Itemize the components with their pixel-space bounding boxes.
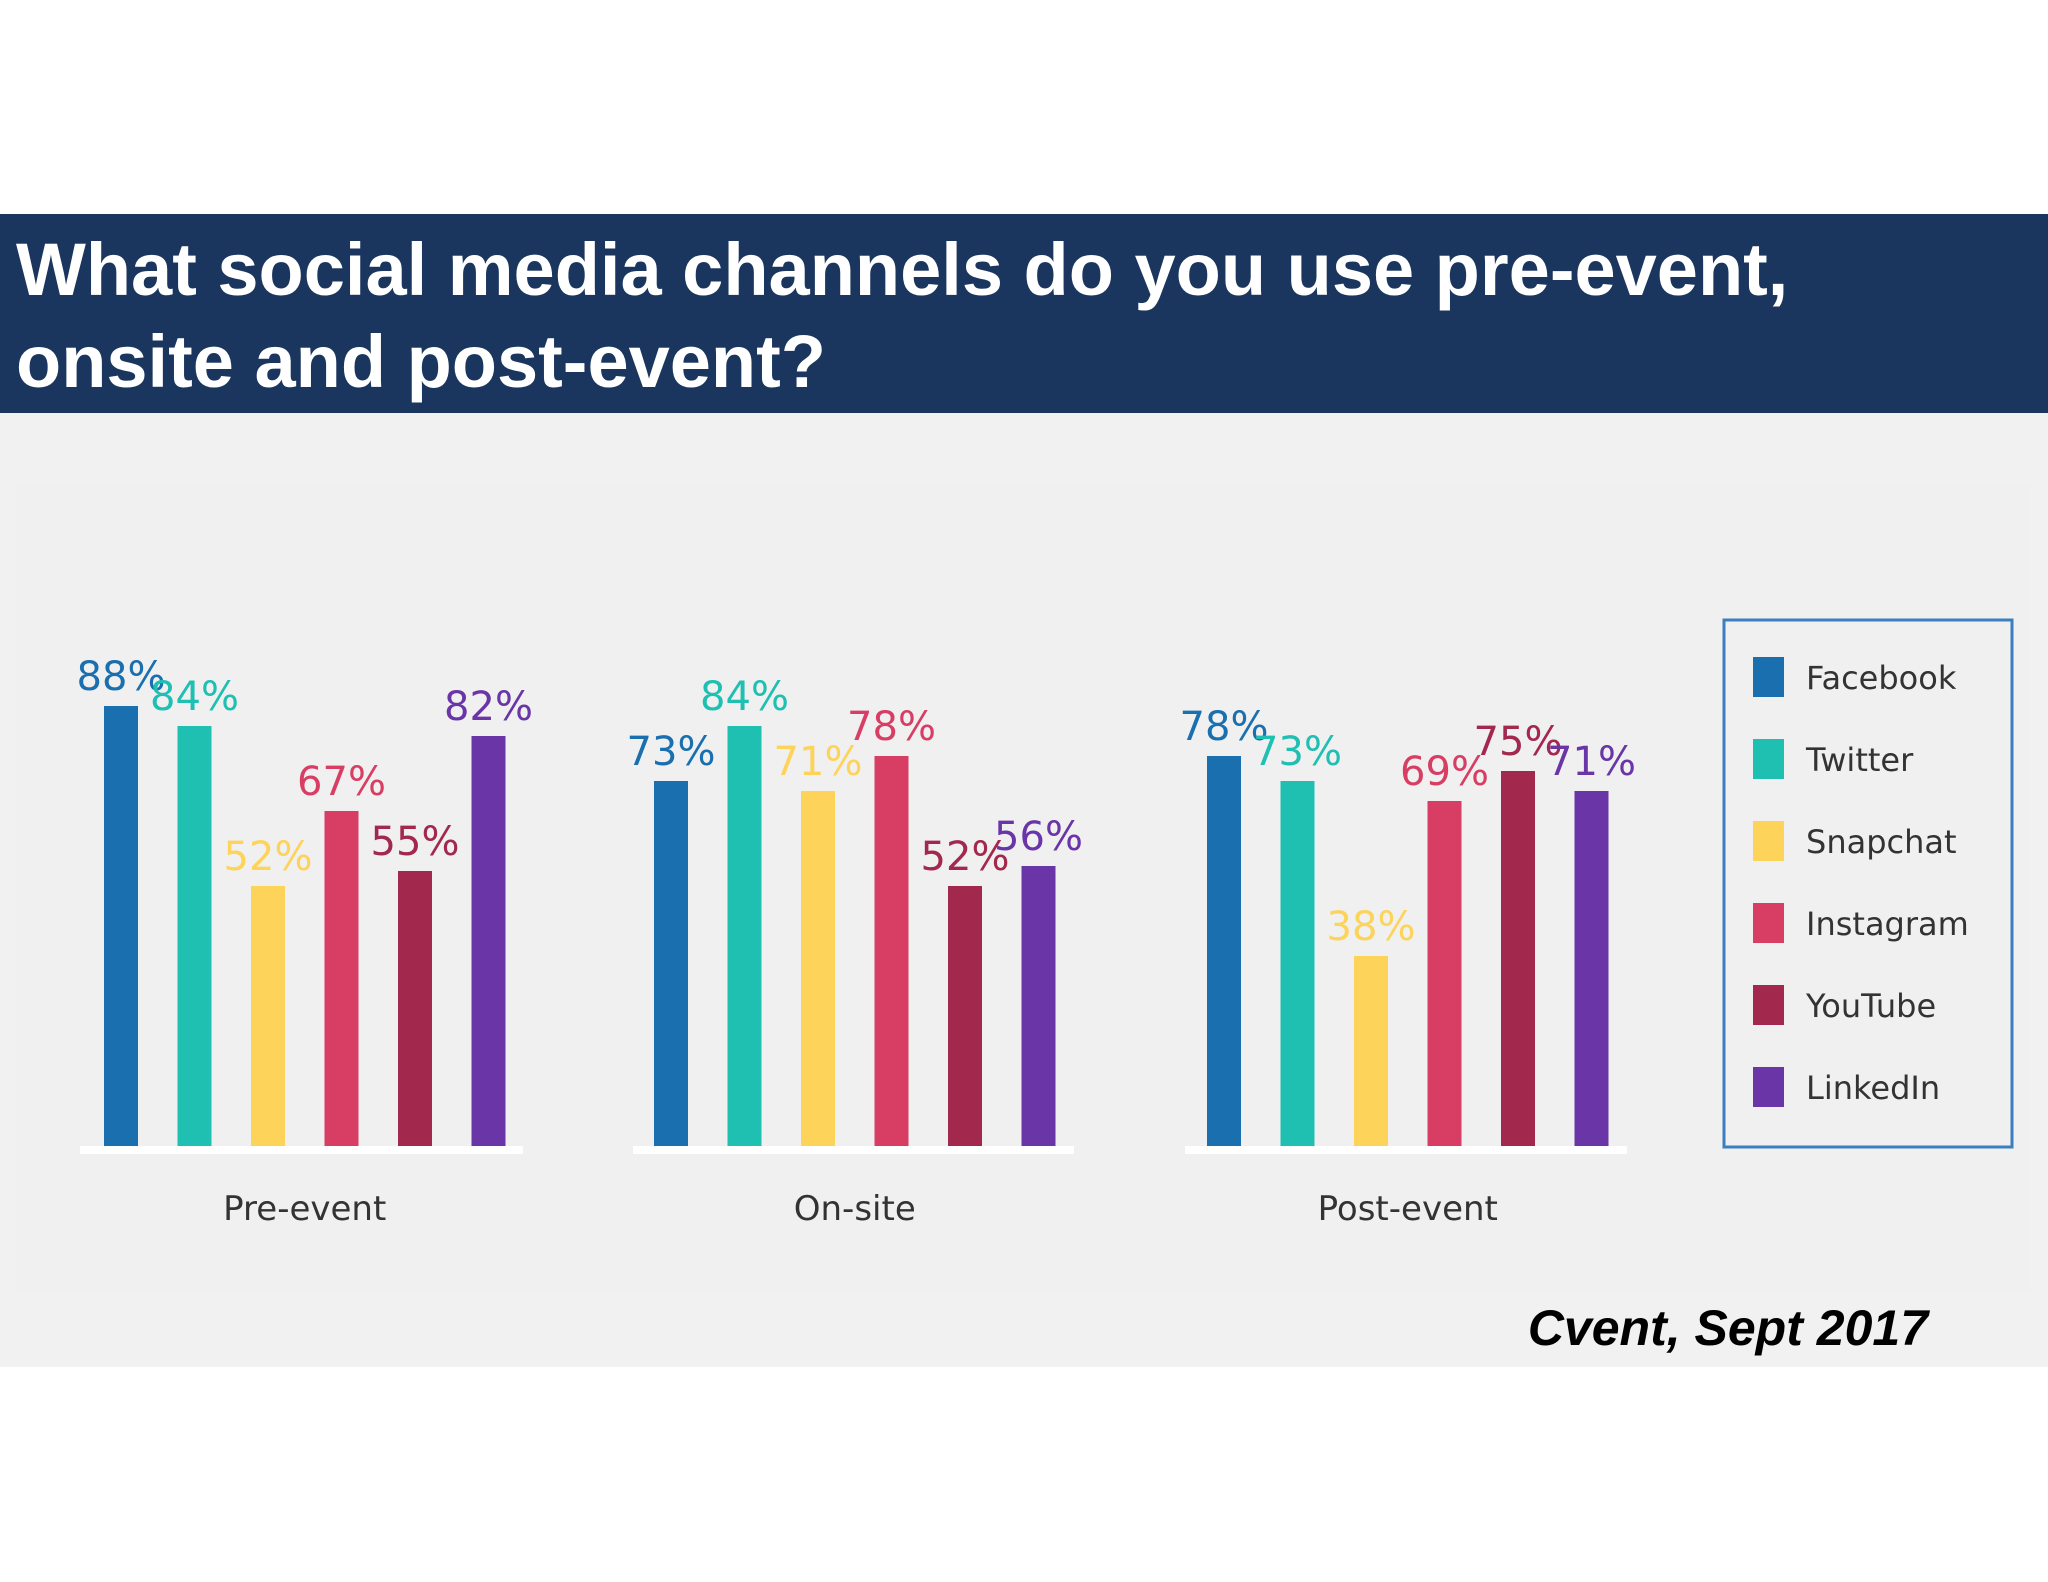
- data-label-on-site-twitter: 84%: [700, 674, 789, 720]
- source-citation: Cvent, Sept 2017: [1527, 1300, 1928, 1356]
- legend-label-facebook: Facebook: [1806, 659, 1957, 697]
- bar-on-site-snapchat: [801, 791, 835, 1146]
- data-label-on-site-linkedin: 56%: [994, 814, 1083, 860]
- data-label-on-site-snapchat: 71%: [774, 739, 863, 785]
- bar-pre-event-facebook: [104, 706, 138, 1146]
- data-label-pre-event-snapchat: 52%: [224, 834, 313, 880]
- legend-swatch-snapchat: [1753, 821, 1784, 861]
- legend-label-linkedin: LinkedIn: [1806, 1069, 1940, 1107]
- category-label-on-site: On-site: [794, 1189, 916, 1229]
- legend-swatch-linkedin: [1753, 1067, 1784, 1107]
- legend-swatch-twitter: [1753, 739, 1784, 779]
- category-label-post-event: Post-event: [1318, 1189, 1498, 1229]
- bar-pre-event-twitter: [177, 726, 212, 1146]
- legend-box: [1722, 618, 2014, 1149]
- bar-on-site-instagram: [874, 756, 909, 1146]
- legend-label-instagram: Instagram: [1806, 905, 1969, 943]
- data-label-pre-event-instagram: 67%: [297, 759, 386, 805]
- category-label-pre-event: Pre-event: [223, 1189, 386, 1229]
- legend-swatch-facebook: [1753, 657, 1784, 697]
- bar-post-event-snapchat: [1354, 956, 1388, 1146]
- slide-title: What social media channels do you use pr…: [16, 228, 1789, 403]
- bar-post-event-instagram: [1427, 801, 1462, 1146]
- data-label-on-site-facebook: 73%: [627, 729, 716, 775]
- bar-post-event-youtube: [1501, 771, 1535, 1146]
- data-label-pre-event-facebook: 88%: [77, 654, 166, 700]
- data-label-pre-event-youtube: 55%: [371, 819, 460, 865]
- legend-swatch-youtube: [1753, 985, 1784, 1025]
- baseline-post-event: [1185, 1146, 1627, 1154]
- bar-post-event-facebook: [1207, 756, 1241, 1146]
- data-label-on-site-instagram: 78%: [847, 704, 936, 750]
- data-label-pre-event-linkedin: 82%: [444, 684, 533, 730]
- data-label-post-event-twitter: 73%: [1253, 729, 1342, 775]
- data-label-pre-event-twitter: 84%: [150, 674, 239, 720]
- bar-on-site-twitter: [727, 726, 762, 1146]
- bar-post-event-linkedin: [1574, 791, 1609, 1146]
- title-band: What social media channels do you use pr…: [0, 214, 2048, 413]
- data-label-post-event-linkedin: 71%: [1547, 739, 1636, 785]
- data-label-post-event-snapchat: 38%: [1327, 904, 1416, 950]
- legend-swatch-instagram: [1753, 903, 1784, 943]
- bar-post-event-twitter: [1280, 781, 1315, 1146]
- bar-on-site-linkedin: [1021, 866, 1056, 1146]
- bar-pre-event-instagram: [324, 811, 359, 1146]
- data-label-post-event-instagram: 69%: [1400, 749, 1489, 795]
- bar-on-site-facebook: [654, 781, 688, 1146]
- bar-pre-event-youtube: [398, 871, 432, 1146]
- bar-on-site-youtube: [948, 886, 982, 1146]
- baseline-on-site: [633, 1146, 1074, 1154]
- legend-label-snapchat: Snapchat: [1806, 823, 1957, 861]
- data-label-post-event-facebook: 78%: [1180, 704, 1269, 750]
- bar-pre-event-linkedin: [471, 736, 506, 1146]
- data-label-on-site-youtube: 52%: [921, 834, 1010, 880]
- data-label-post-event-youtube: 75%: [1474, 719, 1563, 765]
- legend-label-twitter: Twitter: [1805, 741, 1914, 779]
- legend-label-youtube: YouTube: [1805, 987, 1936, 1025]
- bar-pre-event-snapchat: [251, 886, 285, 1146]
- baseline-pre-event: [80, 1146, 523, 1154]
